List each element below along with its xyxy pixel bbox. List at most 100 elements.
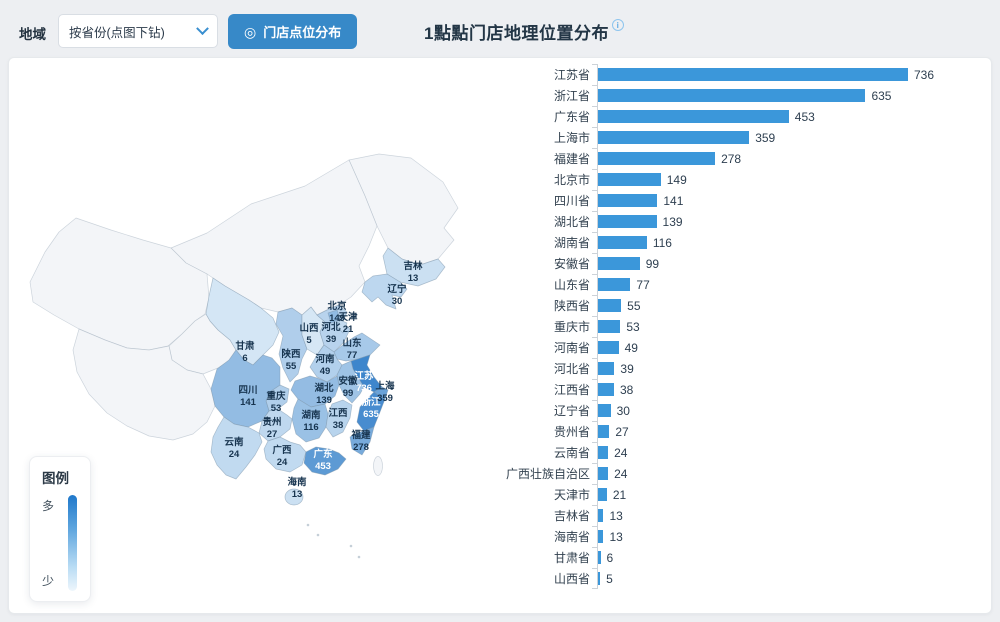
bar-category-label: 广西壮族自治区: [505, 467, 590, 481]
axis-tick: [592, 253, 598, 254]
chart-row: 上海市 359: [427, 127, 983, 148]
bar[interactable]: [598, 299, 622, 312]
bar-category-label: 云南省: [553, 446, 590, 460]
chevron-down-icon: [196, 21, 209, 35]
bar-value: 13: [609, 508, 623, 523]
map-province-taiwan[interactable]: [373, 456, 383, 476]
map-province-hebei[interactable]: [316, 304, 351, 353]
map-province-fujian[interactable]: [349, 426, 375, 456]
bar[interactable]: [598, 446, 609, 459]
chart-row: 贵州省 27: [427, 421, 983, 442]
page-title-text: 1點點门店地理位置分布: [424, 24, 609, 43]
bar-category-label: 湖南省: [553, 236, 590, 250]
bar[interactable]: [598, 89, 866, 102]
map-province-guangxi[interactable]: [263, 436, 307, 473]
legend-gradient-bar[interactable]: [68, 495, 77, 591]
bar-track: 21: [592, 484, 983, 505]
bar[interactable]: [598, 530, 604, 543]
bar-track: 141: [592, 190, 983, 211]
bar[interactable]: [598, 257, 640, 270]
chart-row: 河北省 39: [427, 358, 983, 379]
bar[interactable]: [598, 509, 604, 522]
map-province-tianjin[interactable]: [336, 319, 348, 334]
map-province-heilongjiang[interactable]: [348, 153, 459, 266]
bar-value: 55: [627, 298, 641, 313]
axis-tick: [592, 295, 598, 296]
bar[interactable]: [598, 467, 609, 480]
bar[interactable]: [598, 278, 631, 291]
info-icon[interactable]: i: [611, 19, 624, 31]
bar[interactable]: [598, 362, 615, 375]
bar[interactable]: [598, 173, 661, 186]
bar-track: 453: [592, 106, 983, 127]
bar-track: 149: [592, 169, 983, 190]
bar-track: 6: [592, 547, 983, 568]
axis-tick: [592, 190, 598, 191]
bar-value: 99: [645, 256, 660, 271]
map-province-hainan[interactable]: [284, 488, 304, 506]
bar-value: 39: [620, 361, 634, 376]
axis-tick: [592, 484, 598, 485]
chart-row: 吉林省 13: [427, 505, 983, 526]
map-province-beijing[interactable]: [327, 309, 341, 324]
page-title: 1點點门店地理位置分布 i: [424, 19, 624, 44]
map-province-jiangxi[interactable]: [325, 399, 353, 438]
china-map: 江苏736浙江635广东453上海359福建278北京149四川141湖北139…: [29, 153, 459, 559]
store-location-button-label: 门店点位分布: [263, 25, 342, 40]
bar[interactable]: [598, 551, 601, 564]
bar[interactable]: [598, 383, 614, 396]
map-province-hubei[interactable]: [290, 375, 340, 408]
axis-tick: [592, 463, 598, 464]
map-province-xizang[interactable]: [72, 328, 216, 441]
bar-category-label: 陕西省: [553, 299, 590, 313]
chart-row: 河南省 49: [427, 337, 983, 358]
bar-value: 24: [614, 445, 628, 460]
bar-value: 635: [871, 88, 892, 103]
map-province-guizhou[interactable]: [258, 408, 293, 442]
bar[interactable]: [598, 215, 657, 228]
map-province-liaoning[interactable]: [361, 273, 408, 310]
chart-row: 安徽省 99: [427, 253, 983, 274]
map-province-hunan[interactable]: [291, 398, 329, 443]
bar-value: 38: [620, 382, 634, 397]
map-province-zhejiang[interactable]: [356, 391, 386, 432]
bar-category-label: 贵州省: [553, 425, 590, 439]
chart-row: 海南省 13: [427, 526, 983, 547]
axis-tick: [592, 379, 598, 380]
store-location-button[interactable]: ◎ 门店点位分布: [228, 14, 358, 49]
map-province-xinjiang[interactable]: [29, 217, 210, 351]
map-province-guangdong[interactable]: [303, 446, 347, 476]
bar-track: 635: [592, 85, 983, 106]
bar[interactable]: [598, 488, 607, 501]
bar[interactable]: [598, 152, 716, 165]
dashboard-panel: 江苏 736 浙江 635 广东 453 上海 359 福建 278 北京 149 四川 141 湖北 139…: [8, 57, 992, 614]
bar[interactable]: [598, 341, 619, 354]
chart-row: 陕西省 55: [427, 295, 983, 316]
map-province-yunnan[interactable]: [210, 416, 263, 480]
bar[interactable]: [598, 194, 658, 207]
region-dropdown[interactable]: 按省份(点图下钻): [58, 14, 218, 48]
bar[interactable]: [598, 236, 647, 249]
bar-value: 77: [636, 277, 650, 292]
bar[interactable]: [598, 131, 750, 144]
bar-category-label: 重庆市: [553, 320, 590, 334]
axis-tick: [592, 400, 598, 401]
axis-tick: [592, 568, 598, 569]
bar-track: 5: [592, 568, 983, 589]
axis-tick: [592, 148, 598, 149]
bar[interactable]: [598, 404, 611, 417]
bar[interactable]: [598, 572, 601, 585]
sea-island-dot: [316, 533, 320, 537]
axis-tick: [592, 505, 598, 506]
chart-row: 四川省 141: [427, 190, 983, 211]
bar-category-label: 安徽省: [553, 257, 590, 271]
bar-category-label: 湖北省: [553, 215, 590, 229]
axis-tick: [592, 337, 598, 338]
map-province-shandong[interactable]: [333, 332, 381, 362]
bar[interactable]: [598, 425, 610, 438]
bar[interactable]: [598, 320, 621, 333]
bar-value: 453: [794, 109, 815, 124]
bar[interactable]: [598, 110, 789, 123]
location-target-icon: ◎: [244, 23, 257, 40]
bar[interactable]: [598, 68, 908, 81]
